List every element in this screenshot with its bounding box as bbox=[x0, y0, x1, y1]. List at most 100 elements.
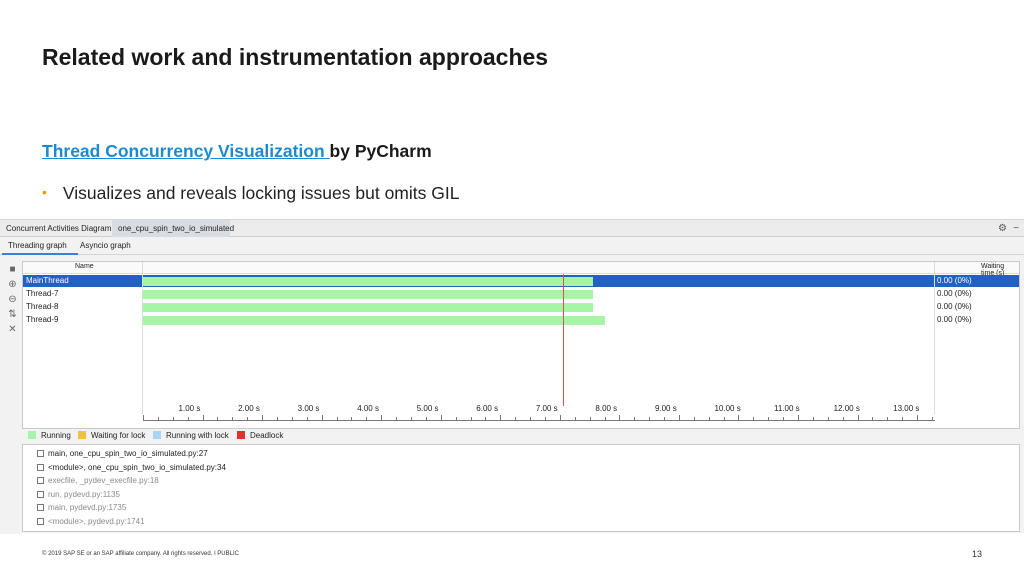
time-tick-label: 8.00 s bbox=[595, 404, 618, 413]
frame-label: execfile, _pydev_execfile.py:18 bbox=[48, 476, 159, 485]
time-tick bbox=[768, 417, 770, 420]
time-tick bbox=[798, 415, 800, 420]
tool-window-tabbar: Concurrent Activities Diagram one_cpu_sp… bbox=[0, 220, 1024, 237]
time-cursor[interactable] bbox=[562, 274, 564, 406]
frame-icon bbox=[37, 450, 44, 457]
tab-run-config[interactable]: one_cpu_spin_two_io_simulated bbox=[112, 220, 234, 237]
time-tick bbox=[336, 417, 338, 420]
time-tick bbox=[559, 415, 561, 420]
running-bar bbox=[143, 290, 593, 299]
time-tick bbox=[143, 415, 144, 420]
thread-name: Thread-7 bbox=[26, 289, 59, 298]
left-toolbar: ■ ⊕ ⊖ ⇅ ✕ bbox=[0, 256, 22, 534]
stack-frame[interactable]: main, one_cpu_spin_two_io_simulated.py:2… bbox=[37, 449, 208, 458]
zoom-out-icon[interactable]: ⊖ bbox=[8, 294, 17, 305]
time-tick bbox=[515, 417, 517, 420]
running-bar bbox=[143, 303, 593, 312]
subtitle-rest: by PyCharm bbox=[329, 141, 432, 161]
zoom-in-icon[interactable]: ⊕ bbox=[8, 279, 17, 290]
graph-header: Name Waiting time (s) bbox=[23, 262, 1019, 277]
time-tick bbox=[664, 417, 666, 420]
legend-swatch bbox=[237, 431, 245, 439]
time-tick bbox=[381, 415, 383, 420]
stop-icon[interactable]: ■ bbox=[9, 264, 16, 275]
thread-name: Thread-8 bbox=[26, 302, 59, 311]
frame-label: main, one_cpu_spin_two_io_simulated.py:2… bbox=[48, 449, 208, 458]
close-icon[interactable]: ✕ bbox=[8, 324, 17, 335]
thread-row[interactable]: Thread-7 0.00 (0%) bbox=[23, 288, 1019, 300]
legend-item: Running bbox=[28, 431, 71, 440]
stack-frame[interactable]: run, pydevd.py:1135 bbox=[37, 490, 120, 499]
time-tick-label: 9.00 s bbox=[654, 404, 677, 413]
running-bar bbox=[143, 316, 605, 325]
frame-icon bbox=[37, 517, 44, 525]
time-tick-label: 6.00 s bbox=[476, 404, 499, 413]
time-tick bbox=[723, 417, 725, 420]
bullet-item: • Visualizes and reveals locking issues b… bbox=[42, 183, 459, 204]
thread-row[interactable]: Thread-9 0.00 (0%) bbox=[23, 314, 1019, 326]
legend-swatch bbox=[28, 431, 36, 439]
stack-frame[interactable]: <module>, one_cpu_spin_two_io_simulated.… bbox=[37, 463, 226, 472]
header-waiting: Waiting time (s) bbox=[981, 263, 1005, 277]
waiting-time: 0.00 (0%) bbox=[937, 289, 972, 298]
threading-graph: Name Waiting time (s) MainThread 0.00 (0%… bbox=[22, 261, 1020, 429]
time-tick bbox=[678, 415, 680, 420]
time-axis: 1.00 s 2.00 s 3.00 s 4.00 s 5.00 s 6.00 s 7.00… bbox=[143, 404, 935, 428]
frame-label: main, pydevd.py:1735 bbox=[48, 503, 127, 512]
time-tick bbox=[857, 415, 859, 420]
frame-label: <module>, pydevd.py:1741 bbox=[48, 516, 145, 526]
legend-item: Waiting for lock bbox=[78, 431, 145, 440]
time-tick bbox=[827, 417, 829, 420]
thread-row[interactable]: MainThread 0.00 (0%) bbox=[23, 275, 1019, 287]
header-name: Name bbox=[75, 263, 94, 270]
time-tick bbox=[217, 417, 219, 420]
stack-frame[interactable]: execfile, _pydev_execfile.py:18 bbox=[37, 476, 159, 485]
gear-icon[interactable]: ⚙ bbox=[998, 223, 1007, 234]
legend-label: Running bbox=[41, 431, 71, 440]
graph-subtabs: Threading graph Asyncio graph bbox=[0, 237, 1024, 255]
time-tick bbox=[842, 417, 844, 420]
stack-frame[interactable]: main, pydevd.py:1735 bbox=[37, 503, 126, 512]
time-ticks bbox=[143, 415, 935, 421]
time-tick bbox=[172, 417, 174, 420]
time-tick-label: 4.00 s bbox=[357, 404, 379, 413]
slide-title: Related work and instrumentation approac… bbox=[42, 44, 549, 70]
footer-copyright: © 2019 SAP SE or an SAP affiliate compan… bbox=[42, 551, 239, 557]
thread-concurrency-link[interactable]: Thread Concurrency Visualization bbox=[42, 141, 330, 161]
time-tick bbox=[783, 417, 785, 420]
time-tick bbox=[589, 417, 591, 420]
thread-row[interactable]: Thread-8 0.00 (0%) bbox=[23, 301, 1019, 313]
legend-label: Running with lock bbox=[166, 431, 229, 440]
time-tick bbox=[455, 417, 457, 420]
time-tick bbox=[872, 417, 874, 420]
minimize-icon[interactable]: − bbox=[1013, 223, 1019, 234]
frame-icon bbox=[37, 490, 44, 498]
time-tick-label: 11.00 s bbox=[774, 404, 800, 413]
column-separator bbox=[934, 262, 935, 414]
time-tick bbox=[902, 417, 904, 420]
tab-threading-graph[interactable]: Threading graph bbox=[2, 237, 78, 255]
time-tick bbox=[351, 417, 353, 420]
fit-icon[interactable]: ⇅ bbox=[8, 309, 17, 320]
time-tick bbox=[276, 417, 278, 420]
time-tick bbox=[425, 417, 427, 420]
time-tick bbox=[440, 415, 442, 420]
time-tick-label: 10.00 s bbox=[714, 404, 741, 413]
time-tick bbox=[202, 415, 204, 420]
time-tick-label: 2.00 s bbox=[238, 404, 260, 413]
frame-label: run, pydevd.py:1135 bbox=[48, 489, 120, 499]
time-tick bbox=[932, 417, 934, 420]
tab-concurrent-activities[interactable]: Concurrent Activities Diagram bbox=[6, 224, 112, 233]
time-tick bbox=[619, 415, 621, 420]
frame-icon bbox=[37, 504, 44, 511]
time-tick bbox=[812, 417, 814, 420]
stack-frame[interactable]: <module>, pydevd.py:1741 bbox=[37, 517, 145, 526]
time-tick bbox=[887, 417, 889, 420]
time-tick bbox=[604, 417, 606, 420]
time-tick bbox=[396, 417, 398, 420]
time-tick-label: 7.00 s bbox=[535, 404, 558, 413]
time-tick bbox=[917, 415, 919, 420]
time-tick bbox=[321, 415, 323, 420]
tab-asyncio-graph[interactable]: Asyncio graph bbox=[80, 241, 131, 250]
